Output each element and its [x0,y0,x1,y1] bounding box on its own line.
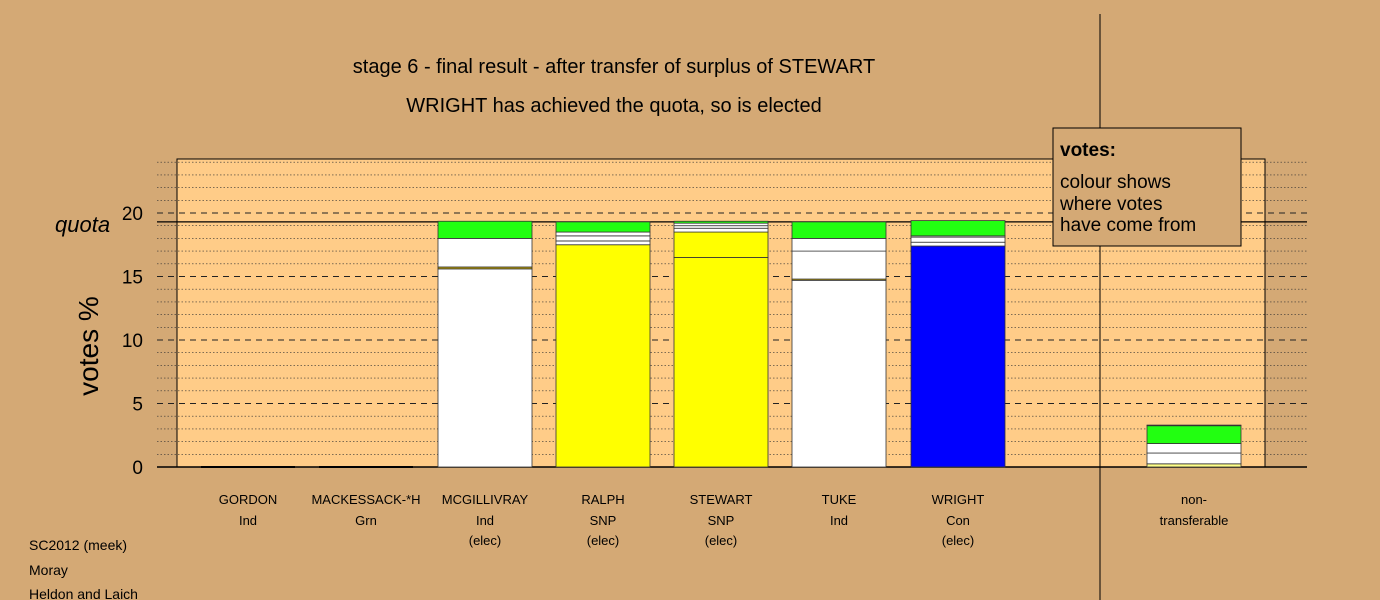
candidate-labels: GORDON Ind MACKESSACK-*H Grn MCGILLIVRAY Ind (… [219,492,1229,548]
y-tick-label: 20 [122,204,143,225]
candidate-party: transferable [1160,513,1229,528]
candidate-name: WRIGHT [932,492,985,507]
y-tick-label: 0 [132,458,143,479]
bar-segment [791,221,887,239]
y-tick-label: 5 [132,395,143,416]
candidate-name: TUKE [822,492,857,507]
bar-segment [910,245,1006,468]
footer-line: Moray [29,562,68,578]
candidate-name: RALPH [581,492,624,507]
bar-segment [910,241,1006,247]
candidate-name: STEWART [690,492,753,507]
bar-segment [1146,443,1242,454]
y-axis-label: votes % [73,296,104,396]
bar-segment [555,235,651,242]
bar-segment [910,236,1006,243]
bar-segment [791,279,887,468]
candidate-party: Ind [476,513,494,528]
candidate-status: (elec) [469,533,502,548]
bars [201,220,1242,468]
candidate-name: MCGILLIVRAY [442,492,529,507]
candidate-status: (elec) [942,533,975,548]
candidate-party: SNP [590,513,617,528]
bar-segment [555,244,651,468]
candidate-name: non- [1181,492,1207,507]
bar-segment [791,237,887,252]
y-tick-label: 10 [122,331,143,352]
legend-line: have come from [1060,215,1196,236]
quota-label: quota [55,212,110,237]
bar-segment [673,227,769,233]
candidate-status: (elec) [705,533,738,548]
y-axis: 0 5 10 15 20 [122,204,143,479]
candidate-party: Ind [830,513,848,528]
bar-segment [1146,424,1242,427]
candidate-party: Grn [355,513,377,528]
bar-segment [437,237,533,268]
chart-subtitle: WRIGHT has achieved the quota, so is ele… [406,95,821,117]
candidate-party: SNP [708,513,735,528]
footer-line: SC2012 (meek) [29,537,127,553]
y-tick-label: 15 [122,268,143,289]
legend: votes: colour shows where votes have com… [1052,127,1242,247]
bar-segment [1146,425,1242,444]
bar-segment [1146,452,1242,465]
chart-title: stage 6 - final result - after transfer … [353,56,875,78]
legend-heading: votes: [1060,140,1116,161]
candidate-party: Con [946,513,970,528]
bar-segment [437,268,533,468]
candidate-status: (elec) [587,533,620,548]
bar-segment [910,220,1006,237]
candidate-party: Ind [239,513,257,528]
legend-box [1052,127,1242,247]
bar-segment [555,221,651,233]
legend-line: where votes [1059,194,1162,215]
bar-segment [555,240,651,246]
bar-segment [437,220,533,239]
bar-segment [673,257,769,468]
candidate-name: GORDON [219,492,278,507]
bar-segment [791,250,887,280]
bar-segment [1146,463,1242,468]
footer: SC2012 (meek) Moray Heldon and Laich [29,537,138,600]
candidate-name: MACKESSACK-*H [311,492,420,507]
bar-segment [673,231,769,258]
bar-segment [673,220,769,224]
bar-segment [555,231,651,237]
footer-line: Heldon and Laich [29,586,138,600]
legend-line: colour shows [1060,172,1171,193]
